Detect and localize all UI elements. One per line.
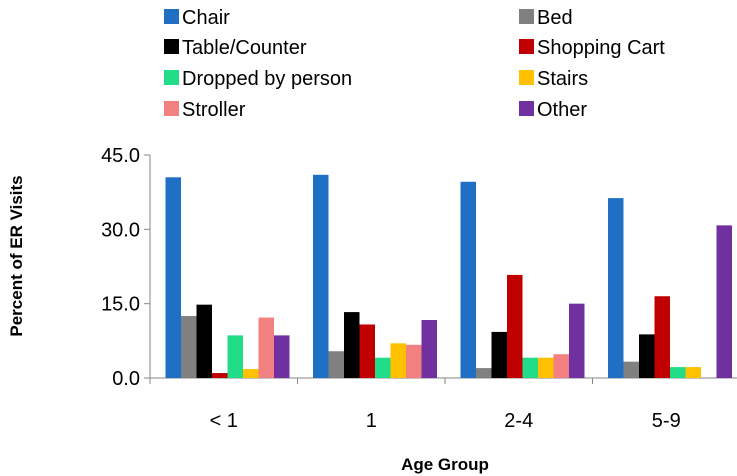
- y-tick-label: 30.0: [101, 219, 140, 241]
- legend-label: Shopping Cart: [537, 37, 665, 59]
- bar-shopping-cart: [359, 324, 375, 378]
- legend-swatch: [519, 9, 534, 24]
- bar-stroller: [553, 354, 569, 378]
- legend-swatch: [519, 39, 534, 54]
- bar-chair: [313, 174, 329, 378]
- bar-shopping-cart: [212, 373, 228, 378]
- bar-stroller: [258, 317, 274, 378]
- x-axis: < 1 1 2-4 5-9: [149, 377, 737, 432]
- legend-swatch: [164, 39, 179, 54]
- bar-dropped-by-person: [227, 335, 243, 378]
- legend-label: Stairs: [537, 68, 588, 90]
- legend-swatch: [519, 101, 534, 116]
- bar-group-1: [165, 177, 290, 378]
- bars: [165, 174, 732, 378]
- legend-item-bed: Bed: [519, 7, 573, 29]
- bar-stairs: [243, 369, 259, 378]
- bar-dropped-by-person: [522, 357, 538, 378]
- legend-swatch: [164, 101, 179, 116]
- bar-table-counter: [196, 304, 212, 378]
- legend-label: Dropped by person: [182, 68, 352, 90]
- bar-table-counter: [639, 334, 655, 378]
- bar-other: [274, 335, 290, 378]
- x-tick-label: < 1: [210, 410, 238, 432]
- bar-shopping-cart: [654, 296, 670, 378]
- legend-swatch: [519, 70, 534, 85]
- bar-table-counter: [491, 331, 507, 378]
- legend-swatch: [164, 9, 179, 24]
- bar-stairs: [685, 367, 701, 378]
- bar-dropped-by-person: [670, 367, 686, 378]
- bar-bed: [181, 316, 197, 378]
- legend-item-stroller: Stroller: [164, 99, 246, 121]
- bar-bed: [328, 351, 344, 378]
- y-tick-label: 15.0: [101, 294, 140, 316]
- x-axis-title: Age Group: [401, 455, 489, 474]
- bar-bed: [476, 368, 492, 378]
- legend-label: Other: [537, 99, 587, 121]
- bar-shopping-cart: [507, 274, 523, 378]
- legend-item-other: Other: [519, 99, 587, 121]
- legend-item-chair: Chair: [164, 7, 230, 29]
- legend-label: Bed: [537, 7, 573, 29]
- legend-item-dropped-by-person: Dropped by person: [164, 68, 352, 90]
- y-axis-title: Percent of ER Visits: [7, 175, 26, 336]
- bar-dropped-by-person: [375, 357, 391, 378]
- legend-label: Table/Counter: [182, 37, 307, 59]
- bar-chair: [460, 181, 476, 378]
- y-tick-label: 45.0: [101, 145, 140, 167]
- bar-stairs: [538, 357, 554, 378]
- bar-other: [569, 303, 585, 378]
- bar-group-2-4: [460, 181, 585, 378]
- y-tick-label: 0.0: [112, 368, 140, 390]
- legend-item-shopping-cart: Shopping Cart: [519, 37, 665, 59]
- y-axis: 0.0 15.0 30.0 45.0: [101, 145, 151, 390]
- legend-item-stairs: Stairs: [519, 68, 588, 90]
- legend: Chair Bed Table/Counter Shopping Cart Droppe…: [164, 7, 665, 121]
- bar-bed: [623, 361, 639, 378]
- x-tick-label: 1: [366, 410, 377, 432]
- bar-group-1: [313, 174, 437, 378]
- bar-other: [421, 320, 437, 378]
- bar-other: [716, 225, 732, 378]
- legend-item-table-counter: Table/Counter: [164, 37, 307, 59]
- bar-group-5-9: [608, 198, 732, 378]
- bar-table-counter: [344, 312, 360, 378]
- bar-stroller: [406, 344, 422, 378]
- bar-chair: [608, 198, 624, 378]
- bar-stairs: [390, 343, 406, 378]
- legend-swatch: [164, 70, 179, 85]
- x-tick-label: 5-9: [652, 410, 681, 432]
- bar-chair: [165, 177, 181, 378]
- legend-label: Chair: [182, 7, 230, 29]
- x-tick-label: 2-4: [504, 410, 533, 432]
- legend-label: Stroller: [182, 99, 246, 121]
